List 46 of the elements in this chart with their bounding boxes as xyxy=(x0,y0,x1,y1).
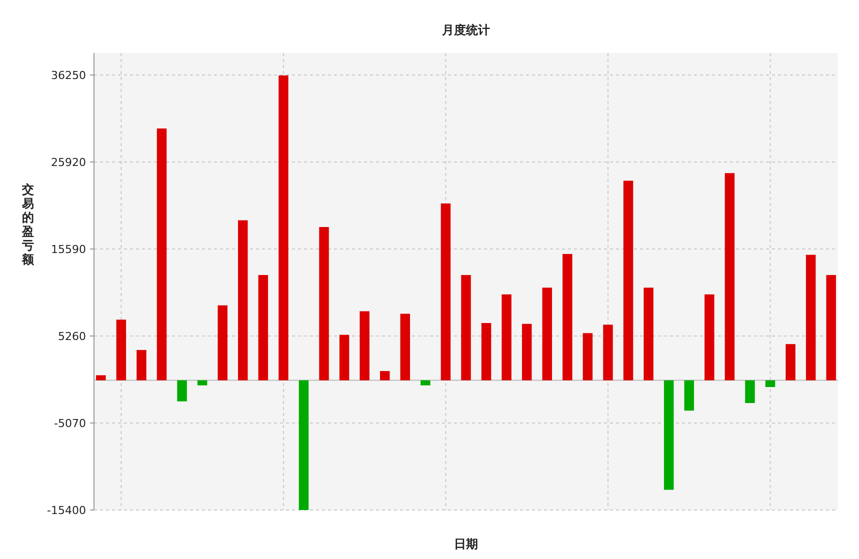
bar xyxy=(745,380,755,404)
bar xyxy=(603,324,613,380)
bar xyxy=(116,320,126,380)
bar xyxy=(258,275,268,380)
bar xyxy=(380,371,390,380)
bar xyxy=(704,294,714,380)
y-axis-title: 交易的盈亏额 xyxy=(21,182,35,266)
bar xyxy=(806,254,816,380)
bar xyxy=(400,314,410,380)
bar xyxy=(238,220,248,380)
y-tick-label: 15590 xyxy=(51,242,86,256)
bar xyxy=(461,275,471,380)
chart-title: 月度统计 xyxy=(441,23,490,37)
bar xyxy=(542,288,552,380)
bar xyxy=(440,203,451,380)
bar xyxy=(826,275,836,380)
y-tick-label: 5260 xyxy=(58,330,86,343)
x-axis-title: 日期 xyxy=(454,537,478,551)
bar xyxy=(562,254,572,380)
bar xyxy=(278,75,288,380)
bar xyxy=(298,380,309,510)
bar xyxy=(197,380,208,386)
bar xyxy=(684,380,694,411)
y-tick-label: 25920 xyxy=(51,156,86,169)
bar xyxy=(644,288,654,380)
bar xyxy=(339,334,350,380)
bar xyxy=(786,344,796,380)
bar xyxy=(177,380,187,402)
bar xyxy=(96,375,106,380)
y-tick-label: 36250 xyxy=(51,68,86,82)
bar xyxy=(582,333,593,380)
bar xyxy=(360,311,370,380)
bar xyxy=(218,305,228,380)
bar xyxy=(319,227,329,380)
bar xyxy=(664,380,674,490)
bar xyxy=(420,380,430,386)
bar xyxy=(623,180,634,380)
y-tick-label: -15400 xyxy=(47,504,86,517)
bar xyxy=(156,128,167,380)
bar xyxy=(765,380,776,388)
bar xyxy=(522,324,532,380)
bar xyxy=(502,294,512,380)
bar xyxy=(136,350,146,380)
y-tick-label: -5070 xyxy=(54,416,86,430)
bar xyxy=(724,173,735,380)
bar xyxy=(481,323,492,380)
